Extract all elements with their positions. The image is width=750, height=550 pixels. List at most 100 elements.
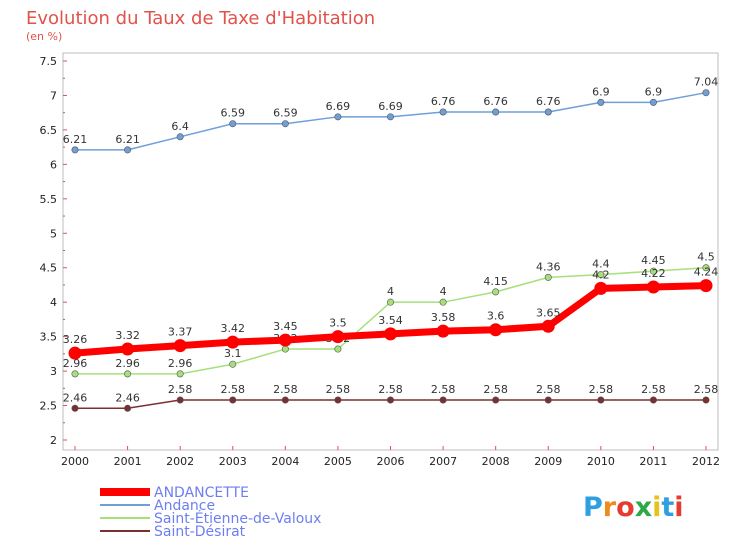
data-label: 6.21 (63, 133, 88, 146)
data-point (489, 323, 503, 337)
data-label: 3.26 (63, 333, 88, 346)
y-tick-label: 6.5 (40, 124, 58, 137)
data-label: 4.4 (592, 258, 610, 271)
data-label: 3.45 (273, 320, 298, 333)
data-label: 2.58 (326, 383, 351, 396)
data-label: 3.5 (329, 317, 347, 330)
x-tick-label: 2005 (324, 455, 352, 468)
data-point (702, 264, 710, 272)
data-point (702, 89, 710, 97)
x-tick-label: 2012 (692, 455, 720, 468)
data-label: 2.58 (221, 383, 246, 396)
data-label: 2.58 (168, 383, 193, 396)
data-label: 6.4 (171, 120, 189, 133)
data-point (226, 335, 240, 349)
data-point (597, 396, 605, 404)
data-label: 4 (387, 285, 394, 298)
data-point (646, 280, 660, 294)
chart-subtitle: (en %) (26, 30, 62, 43)
data-point (649, 267, 657, 275)
data-label: 4.36 (536, 260, 561, 273)
x-tick-label: 2004 (271, 455, 299, 468)
data-label: 7.04 (694, 76, 719, 89)
data-point (597, 271, 605, 279)
series-0: 3.26 3.32 3.37 3.42 3.45 3.5 3.54 3.58 3.6 3.65 4.… (63, 266, 719, 360)
y-tick-label: 4 (50, 296, 57, 309)
data-point (176, 396, 184, 404)
data-point (649, 98, 657, 106)
x-tick-label: 2003 (219, 455, 247, 468)
data-label: 3.65 (536, 306, 561, 319)
data-label: 4.2 (592, 268, 610, 281)
data-point (384, 327, 397, 341)
data-point (229, 360, 237, 368)
x-tick-label: 2001 (114, 455, 142, 468)
data-label: 2.58 (378, 383, 403, 396)
data-point (386, 396, 394, 404)
legend: ANDANCETTEAndanceSaint-Étienne-de-Valoux… (100, 485, 321, 540)
y-tick-label: 7.5 (40, 55, 58, 68)
data-label: 2.46 (63, 391, 88, 404)
brand-letter: r (603, 492, 617, 523)
data-point (334, 345, 342, 353)
data-label: 2.58 (641, 383, 666, 396)
legend-label: Saint-Désirat (154, 524, 246, 540)
data-point (386, 113, 394, 121)
data-point (229, 396, 237, 404)
data-point (124, 370, 132, 378)
brand-letter: i (652, 492, 661, 523)
x-tick-label: 2011 (639, 455, 667, 468)
data-label: 2.96 (115, 357, 140, 370)
data-label: 6.76 (536, 95, 561, 108)
data-label: 6.76 (431, 95, 456, 108)
y-tick-label: 5.5 (40, 193, 58, 206)
data-label: 2.58 (483, 383, 508, 396)
brand-letter: i (674, 492, 683, 523)
data-point (331, 330, 345, 344)
data-label: 2.96 (63, 357, 88, 370)
data-point (173, 339, 187, 353)
data-label: 2.58 (589, 383, 614, 396)
data-point (439, 108, 447, 116)
data-point (281, 120, 289, 128)
data-point (386, 298, 394, 306)
data-point (281, 345, 289, 353)
x-tick-label: 2010 (587, 455, 615, 468)
data-point (176, 133, 184, 141)
data-point (71, 370, 79, 378)
data-point (121, 342, 135, 356)
data-point (544, 273, 552, 281)
y-tick-label: 2.5 (40, 400, 58, 413)
data-label: 3.37 (168, 326, 193, 339)
data-label: 2.46 (115, 391, 140, 404)
data-label: 6.21 (115, 133, 140, 146)
data-label: 4.22 (641, 267, 666, 280)
series-layer: 6.21 6.21 6.4 6.59 6.59 6.69 6.69 6.76 6.76 6.76 6… (63, 76, 719, 412)
data-label: 3.58 (431, 311, 456, 324)
x-tick-label: 2008 (482, 455, 510, 468)
data-point (281, 396, 289, 404)
data-label: 2.58 (536, 383, 561, 396)
data-label: 6.69 (326, 100, 351, 113)
data-point (594, 281, 608, 295)
legend-label: Saint-Étienne-de-Valoux (154, 510, 321, 527)
data-label: 6.59 (221, 107, 246, 120)
data-label: 6.9 (645, 85, 663, 98)
x-axis: 2000 2001 2002 2003 2004 2005 2006 2007 2008 2009… (61, 446, 720, 468)
data-label: 3.6 (487, 310, 505, 323)
data-point (492, 108, 500, 116)
data-label: 6.69 (378, 100, 403, 113)
data-point (439, 298, 447, 306)
data-point (334, 113, 342, 121)
brand-letter: x (635, 492, 652, 523)
data-label: 6.76 (483, 95, 508, 108)
data-point (699, 279, 713, 293)
data-point (544, 108, 552, 116)
brand-letter: t (661, 492, 674, 523)
y-tick-label: 7 (50, 89, 57, 102)
data-label: 4.24 (694, 266, 719, 279)
data-point (124, 146, 132, 154)
data-point (71, 146, 79, 154)
